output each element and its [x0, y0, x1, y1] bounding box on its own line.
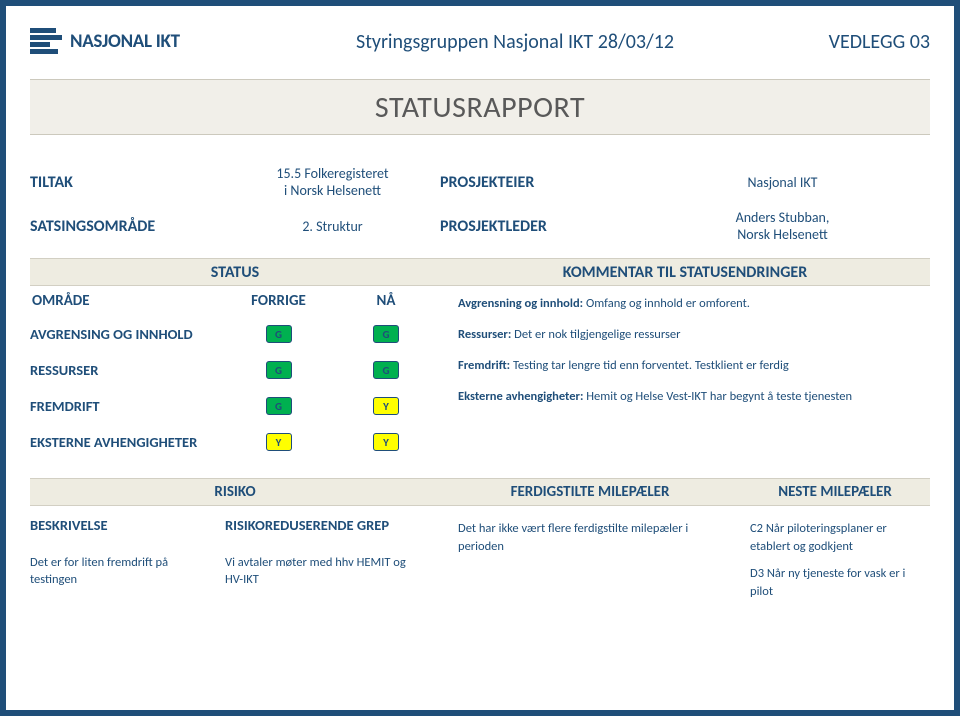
tiltak-value: 15.5 Folkeregisteret i Norsk Helsenett	[225, 165, 440, 199]
leder-value: Anders Stubban, Norsk Helsenett	[635, 209, 930, 243]
grep-text: Vi avtaler møter med hhv HEMIT og HV-IKT	[225, 546, 440, 601]
status-table: OMRÅDE FORRIGE NÅ AVGRENSING OG INNHOLD …	[30, 286, 440, 460]
info-row-2: SATSINGSOMRÅDE 2. Struktur PROSJEKTLEDER…	[30, 204, 930, 248]
neste-text: C2 Når piloteringsplaner er etablert og …	[740, 512, 930, 600]
table-row: FREMDRIFT G Y	[30, 388, 440, 424]
th-area: OMRÅDE	[30, 292, 225, 310]
main-grid: OMRÅDE FORRIGE NÅ AVGRENSING OG INNHOLD …	[30, 286, 930, 460]
tiltak-label: TILTAK	[30, 173, 225, 192]
risk-band-c2: FERDIGSTILTE MILEPÆLER	[440, 483, 740, 501]
row-label: RESSURSER	[30, 361, 225, 379]
status-badge: G	[373, 325, 399, 343]
logo-icon	[30, 28, 62, 54]
status-band-left: STATUS	[30, 263, 440, 282]
table-row: AVGRENSING OG INNHOLD G G	[30, 316, 440, 352]
ferdig-text: Det har ikke vært flere ferdigstilte mil…	[440, 512, 740, 600]
risk-band-c3: NESTE MILEPÆLER	[740, 483, 930, 501]
row-label: EKSTERNE AVHENGIGHETER	[30, 433, 225, 451]
logo: NASJONAL IKT	[30, 28, 230, 54]
status-badge: G	[266, 325, 292, 343]
row-label: FREMDRIFT	[30, 397, 225, 415]
table-row: EKSTERNE AVHENGIGHETER Y Y	[30, 424, 440, 460]
beskrivelse-text: Det er for liten fremdrift på testingen	[30, 546, 225, 601]
info-row-1: TILTAK 15.5 Folkeregisteret i Norsk Hels…	[30, 160, 930, 204]
status-band: STATUS KOMMENTAR TIL STATUSENDRINGER	[30, 258, 930, 286]
status-badge: G	[266, 361, 292, 379]
risk-band: RISIKO FERDIGSTILTE MILEPÆLER NESTE MILE…	[30, 478, 930, 506]
status-badge: G	[266, 397, 292, 415]
header: NASJONAL IKT Styringsgruppen Nasjonal IK…	[30, 24, 930, 54]
status-band-right: KOMMENTAR TIL STATUSENDRINGER	[440, 263, 930, 282]
status-badge: G	[373, 361, 399, 379]
bottom-grid: BESKRIVELSE RISIKOREDUSERENDE GREP Det h…	[30, 512, 930, 600]
header-right: VEDLEGG 03	[780, 30, 930, 54]
table-header: OMRÅDE FORRIGE NÅ	[30, 286, 440, 316]
logo-text: NASJONAL IKT	[70, 30, 180, 53]
table-row: RESSURSER G G	[30, 352, 440, 388]
status-badge: Y	[266, 433, 292, 451]
report-title: STATUSRAPPORT	[30, 80, 930, 134]
th-prev: FORRIGE	[225, 292, 332, 310]
comments: Avgrensning og innhold: Omfang og innhol…	[440, 286, 930, 460]
prosjekteier-label: PROSJEKTEIER	[440, 173, 635, 192]
comment-line: Ressurser: Det er nok tilgjengelige ress…	[458, 327, 922, 344]
comment-line: Avgrensning og innhold: Omfang og innhol…	[458, 296, 922, 313]
neste-line: D3 Når ny tjeneste for vask er i pilot	[750, 565, 916, 600]
sats-label: SATSINGSOMRÅDE	[30, 217, 225, 236]
status-badge: Y	[373, 397, 399, 415]
sats-value: 2. Struktur	[225, 218, 440, 235]
beskrivelse-label: BESKRIVELSE	[30, 512, 225, 546]
leder-label: PROSJEKTLEDER	[440, 217, 635, 236]
risk-band-c1: RISIKO	[30, 483, 440, 501]
status-badge: Y	[373, 433, 399, 451]
comment-line: Eksterne avhengigheter: Hemit og Helse V…	[458, 389, 922, 406]
grep-label: RISIKOREDUSERENDE GREP	[225, 512, 440, 546]
page: NASJONAL IKT Styringsgruppen Nasjonal IK…	[0, 0, 960, 716]
header-center: Styringsgruppen Nasjonal IKT 28/03/12	[242, 30, 768, 54]
th-now: NÅ	[332, 292, 440, 310]
row-label: AVGRENSING OG INNHOLD	[30, 325, 225, 343]
comment-line: Fremdrift: Testing tar lengre tid enn fo…	[458, 358, 922, 375]
info-rows: TILTAK 15.5 Folkeregisteret i Norsk Hels…	[30, 160, 930, 248]
neste-line: C2 Når piloteringsplaner er etablert og …	[750, 520, 916, 555]
prosjekteier-value: Nasjonal IKT	[635, 174, 930, 191]
